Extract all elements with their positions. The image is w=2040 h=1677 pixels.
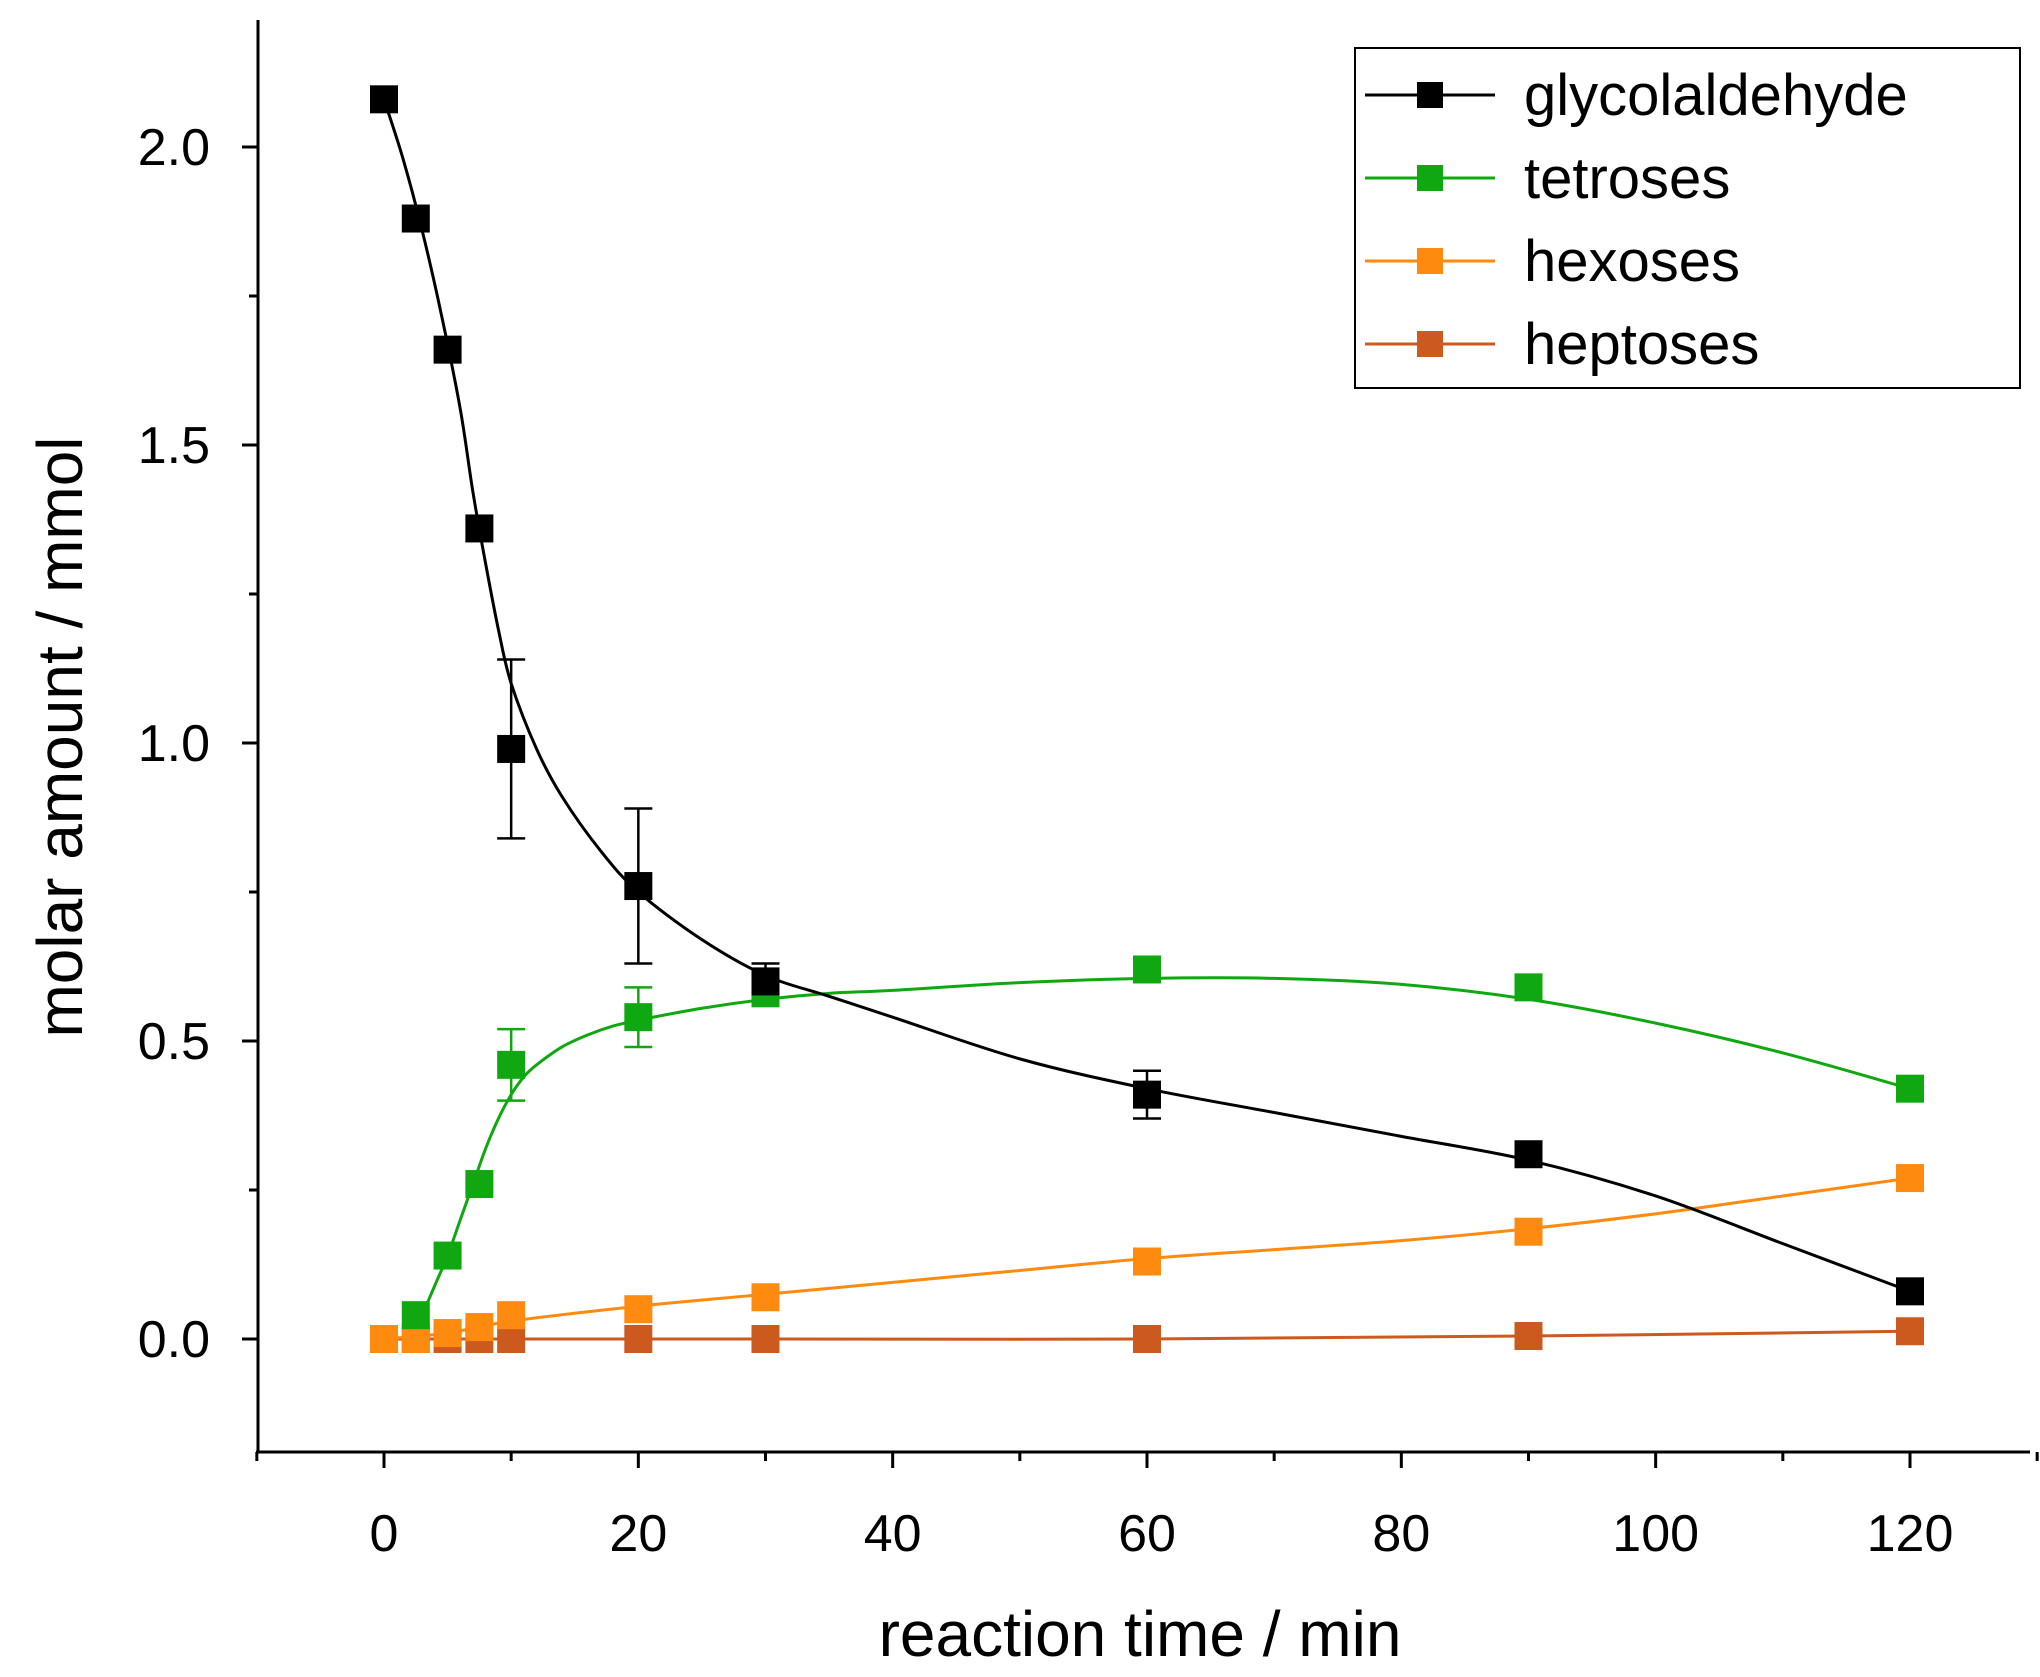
legend-marker xyxy=(1417,248,1443,274)
y-tick-label: 2.0 xyxy=(138,119,210,177)
x-tick-label: 20 xyxy=(609,1505,667,1563)
y-tick-label: 0.0 xyxy=(138,1311,210,1369)
x-tick-label: 80 xyxy=(1372,1505,1430,1563)
y-tick-label: 1.5 xyxy=(138,417,210,475)
error-bars xyxy=(497,658,1543,1168)
tetroses-point xyxy=(497,1050,526,1079)
tetroses-point xyxy=(465,1170,494,1199)
x-tick-label: 100 xyxy=(1612,1505,1699,1563)
legend-marker xyxy=(1417,331,1443,357)
tick-labels: 0 20 40 60 80 100 120 0.0 0.5 1.0 1.5 2.0 xyxy=(138,119,1954,1563)
legend-label: tetroses xyxy=(1524,146,1730,211)
hexoses-point xyxy=(624,1295,653,1324)
legend-label: hexoses xyxy=(1524,229,1740,294)
tetroses-curve xyxy=(410,976,1911,1340)
legend-item-heptoses: heptoses xyxy=(1365,312,1759,377)
hexoses-point xyxy=(751,1283,780,1312)
tetroses-point xyxy=(1514,973,1543,1002)
tetroses-point xyxy=(433,1241,462,1270)
heptoses-point xyxy=(624,1325,653,1353)
y-axis-title: molar amount / mmol xyxy=(24,436,96,1037)
tetroses-point xyxy=(624,1003,653,1032)
legend-marker xyxy=(1417,165,1443,191)
glycolaldehyde-point xyxy=(497,734,526,763)
hexoses-point xyxy=(433,1319,462,1348)
legend-marker xyxy=(1417,82,1443,108)
legend-label: glycolaldehyde xyxy=(1524,63,1908,128)
heptoses-point xyxy=(1133,1325,1161,1353)
data-markers xyxy=(370,85,1924,1353)
hexoses-curve xyxy=(383,1176,1911,1341)
heptoses-point xyxy=(751,1325,780,1353)
legend-label: heptoses xyxy=(1524,312,1759,377)
heptoses-point xyxy=(1896,1317,1924,1346)
heptoses-point xyxy=(1514,1322,1543,1351)
plot-area xyxy=(242,20,2039,1468)
axis-ticks xyxy=(242,145,2039,1468)
x-tick-label: 0 xyxy=(370,1505,399,1563)
hexoses-point xyxy=(370,1325,398,1353)
tetroses-point xyxy=(401,1301,430,1330)
legend-items: glycolaldehyde tetroses hexoses heptoses xyxy=(1365,63,1908,377)
x-tick-label: 120 xyxy=(1867,1505,1954,1563)
tetroses-point xyxy=(1896,1074,1924,1103)
glycolaldehyde-point xyxy=(1133,1080,1161,1109)
glycolaldehyde-point xyxy=(1514,1140,1543,1169)
legend: glycolaldehyde tetroses hexoses heptoses xyxy=(1354,47,2021,389)
glycolaldehyde-curve xyxy=(382,98,1911,1293)
x-tick-label: 60 xyxy=(1118,1505,1176,1563)
legend-box xyxy=(1354,47,2021,389)
hexoses-point xyxy=(1133,1247,1161,1276)
hexoses-point xyxy=(465,1313,494,1342)
glycolaldehyde-point xyxy=(624,872,653,901)
hexoses-point xyxy=(1514,1217,1543,1246)
legend-item-hexoses: hexoses xyxy=(1365,229,1740,294)
x-tick-label: 40 xyxy=(864,1505,922,1563)
glycolaldehyde-point xyxy=(1896,1277,1924,1306)
heptoses-point xyxy=(497,1325,526,1353)
glycolaldehyde-point xyxy=(370,85,398,114)
y-tick-label: 0.5 xyxy=(138,1013,210,1071)
glycolaldehyde-point xyxy=(401,204,430,233)
tetroses-point xyxy=(1133,955,1161,984)
glycolaldehyde-point xyxy=(465,514,494,543)
legend-item-tetroses: tetroses xyxy=(1365,146,1730,211)
hexoses-point xyxy=(497,1301,526,1330)
glycolaldehyde-point xyxy=(751,967,780,996)
hexoses-point xyxy=(401,1325,430,1353)
legend-item-glycolaldehyde: glycolaldehyde xyxy=(1365,63,1908,128)
hexoses-point xyxy=(1896,1164,1924,1193)
glycolaldehyde-point xyxy=(433,335,462,364)
x-axis-title: reaction time / min xyxy=(879,1598,1402,1670)
y-tick-label: 1.0 xyxy=(138,715,210,773)
